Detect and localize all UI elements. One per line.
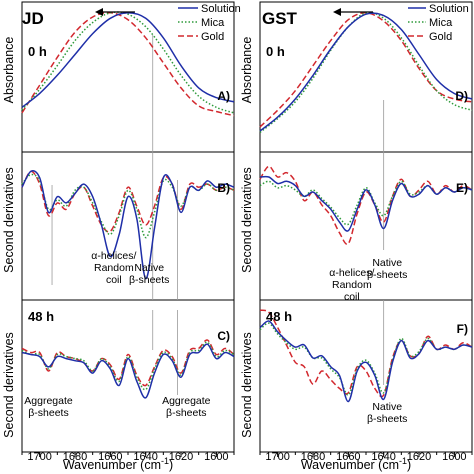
- shift-arrow-jd: [95, 8, 135, 16]
- x-tick-label: 1700: [27, 451, 51, 463]
- panel-label: A): [217, 89, 230, 103]
- ylabel-absorbance-left: Absorbance: [2, 37, 16, 104]
- legend-label-gold: Gold: [201, 31, 224, 43]
- time-label: 48 h: [28, 309, 54, 324]
- x-tick-label: 1660: [98, 451, 122, 463]
- series-line-gold: [21, 339, 235, 387]
- x-tick-label: 1600: [442, 451, 466, 463]
- series-line-gold: [259, 12, 473, 128]
- x-tick-label: 1680: [63, 451, 87, 463]
- series-line-mica: [259, 180, 473, 226]
- annotation-text: coil: [344, 291, 360, 303]
- annotation-text: Native: [372, 257, 402, 269]
- legend-label-solution: Solution: [201, 3, 241, 15]
- ylabel-second-derivatives-right-48h: Second derivatives: [240, 332, 254, 438]
- legend-label-gold: Gold: [429, 31, 452, 43]
- annotation-text: Native: [134, 262, 164, 274]
- x-tick-label: 1600: [204, 451, 228, 463]
- panel-label: E): [456, 181, 468, 195]
- series-line-gold: [21, 170, 235, 233]
- series-line-mica: [259, 322, 473, 396]
- annotation-text: α-helices/: [329, 267, 374, 279]
- annotation-text: α-helices/: [91, 250, 136, 262]
- x-tick-label: 1640: [371, 451, 395, 463]
- reference-lines: [51, 35, 385, 395]
- panel-label: D): [455, 89, 468, 103]
- legend-gst: Solution Mica Gold: [408, 3, 469, 43]
- series-line-solution: [259, 175, 473, 232]
- series-line-mica: [21, 173, 235, 239]
- legend-jd: Solution Mica Gold: [178, 3, 241, 43]
- protein-label-gst: GST: [262, 9, 298, 28]
- x-tick-label: 1680: [301, 451, 325, 463]
- annotation-text: Random: [332, 279, 372, 291]
- annotation-text: Aggregate: [24, 395, 73, 407]
- annotation-text: coil: [106, 274, 122, 286]
- time-label: 48 h: [266, 309, 292, 324]
- x-tick-label: 1620: [169, 451, 193, 463]
- shift-arrow-gst: [333, 8, 373, 16]
- annotation-text: Aggregate: [162, 395, 211, 407]
- series-line-solution: [21, 343, 235, 399]
- x-tick-label: 1620: [407, 451, 431, 463]
- ylabel-second-derivatives-left-48h: Second derivatives: [2, 332, 16, 438]
- xlabel-left: Wavenumber (cm-1): [63, 456, 173, 472]
- x-tick-label: 1700: [265, 451, 289, 463]
- time-label: 0 h: [28, 44, 47, 59]
- panel-label: F): [457, 322, 468, 336]
- series-line-solution: [259, 320, 473, 403]
- series-line-solution: [259, 12, 473, 132]
- time-label: 0 h: [266, 44, 285, 59]
- legend-label-mica: Mica: [429, 17, 453, 29]
- series-line-mica: [21, 341, 235, 391]
- xlabel-right: Wavenumber (cm-1): [301, 456, 411, 472]
- annotation-text: β-sheets: [28, 407, 68, 419]
- series-line-mica: [259, 11, 473, 133]
- ylabel-second-derivatives-right: Second derivatives: [240, 167, 254, 273]
- annotation-text: β-sheets: [367, 269, 407, 281]
- x-tick-label: 1660: [336, 451, 360, 463]
- series-line-solution: [21, 12, 235, 108]
- protein-label-jd: JD: [22, 9, 44, 28]
- annotation-text: β-sheets: [367, 413, 407, 425]
- ylabel-second-derivatives-left: Second derivatives: [2, 167, 16, 273]
- annotation-text: β-sheets: [129, 274, 169, 286]
- legend-label-solution: Solution: [429, 3, 469, 15]
- series-line-mica: [21, 11, 235, 114]
- ylabel-absorbance-right: Absorbance: [240, 37, 254, 104]
- annotation-text: β-sheets: [166, 407, 206, 419]
- annotation-text: Native: [372, 401, 402, 413]
- series-line-gold: [259, 165, 473, 245]
- panel-texts: 1700 1680 1660 1640 1620 1600 1700 1680 1660 1640…: [24, 44, 468, 463]
- panel-frames: [21, 1, 473, 457]
- annotation-text: Random: [94, 262, 134, 274]
- series-line-solution: [21, 170, 235, 280]
- panel-label: B): [217, 181, 230, 195]
- panel-label: C): [217, 329, 230, 343]
- spectra-curves: [21, 11, 473, 403]
- series-line-gold: [21, 11, 235, 117]
- legend-label-mica: Mica: [201, 17, 225, 29]
- x-tick-label: 1640: [133, 451, 157, 463]
